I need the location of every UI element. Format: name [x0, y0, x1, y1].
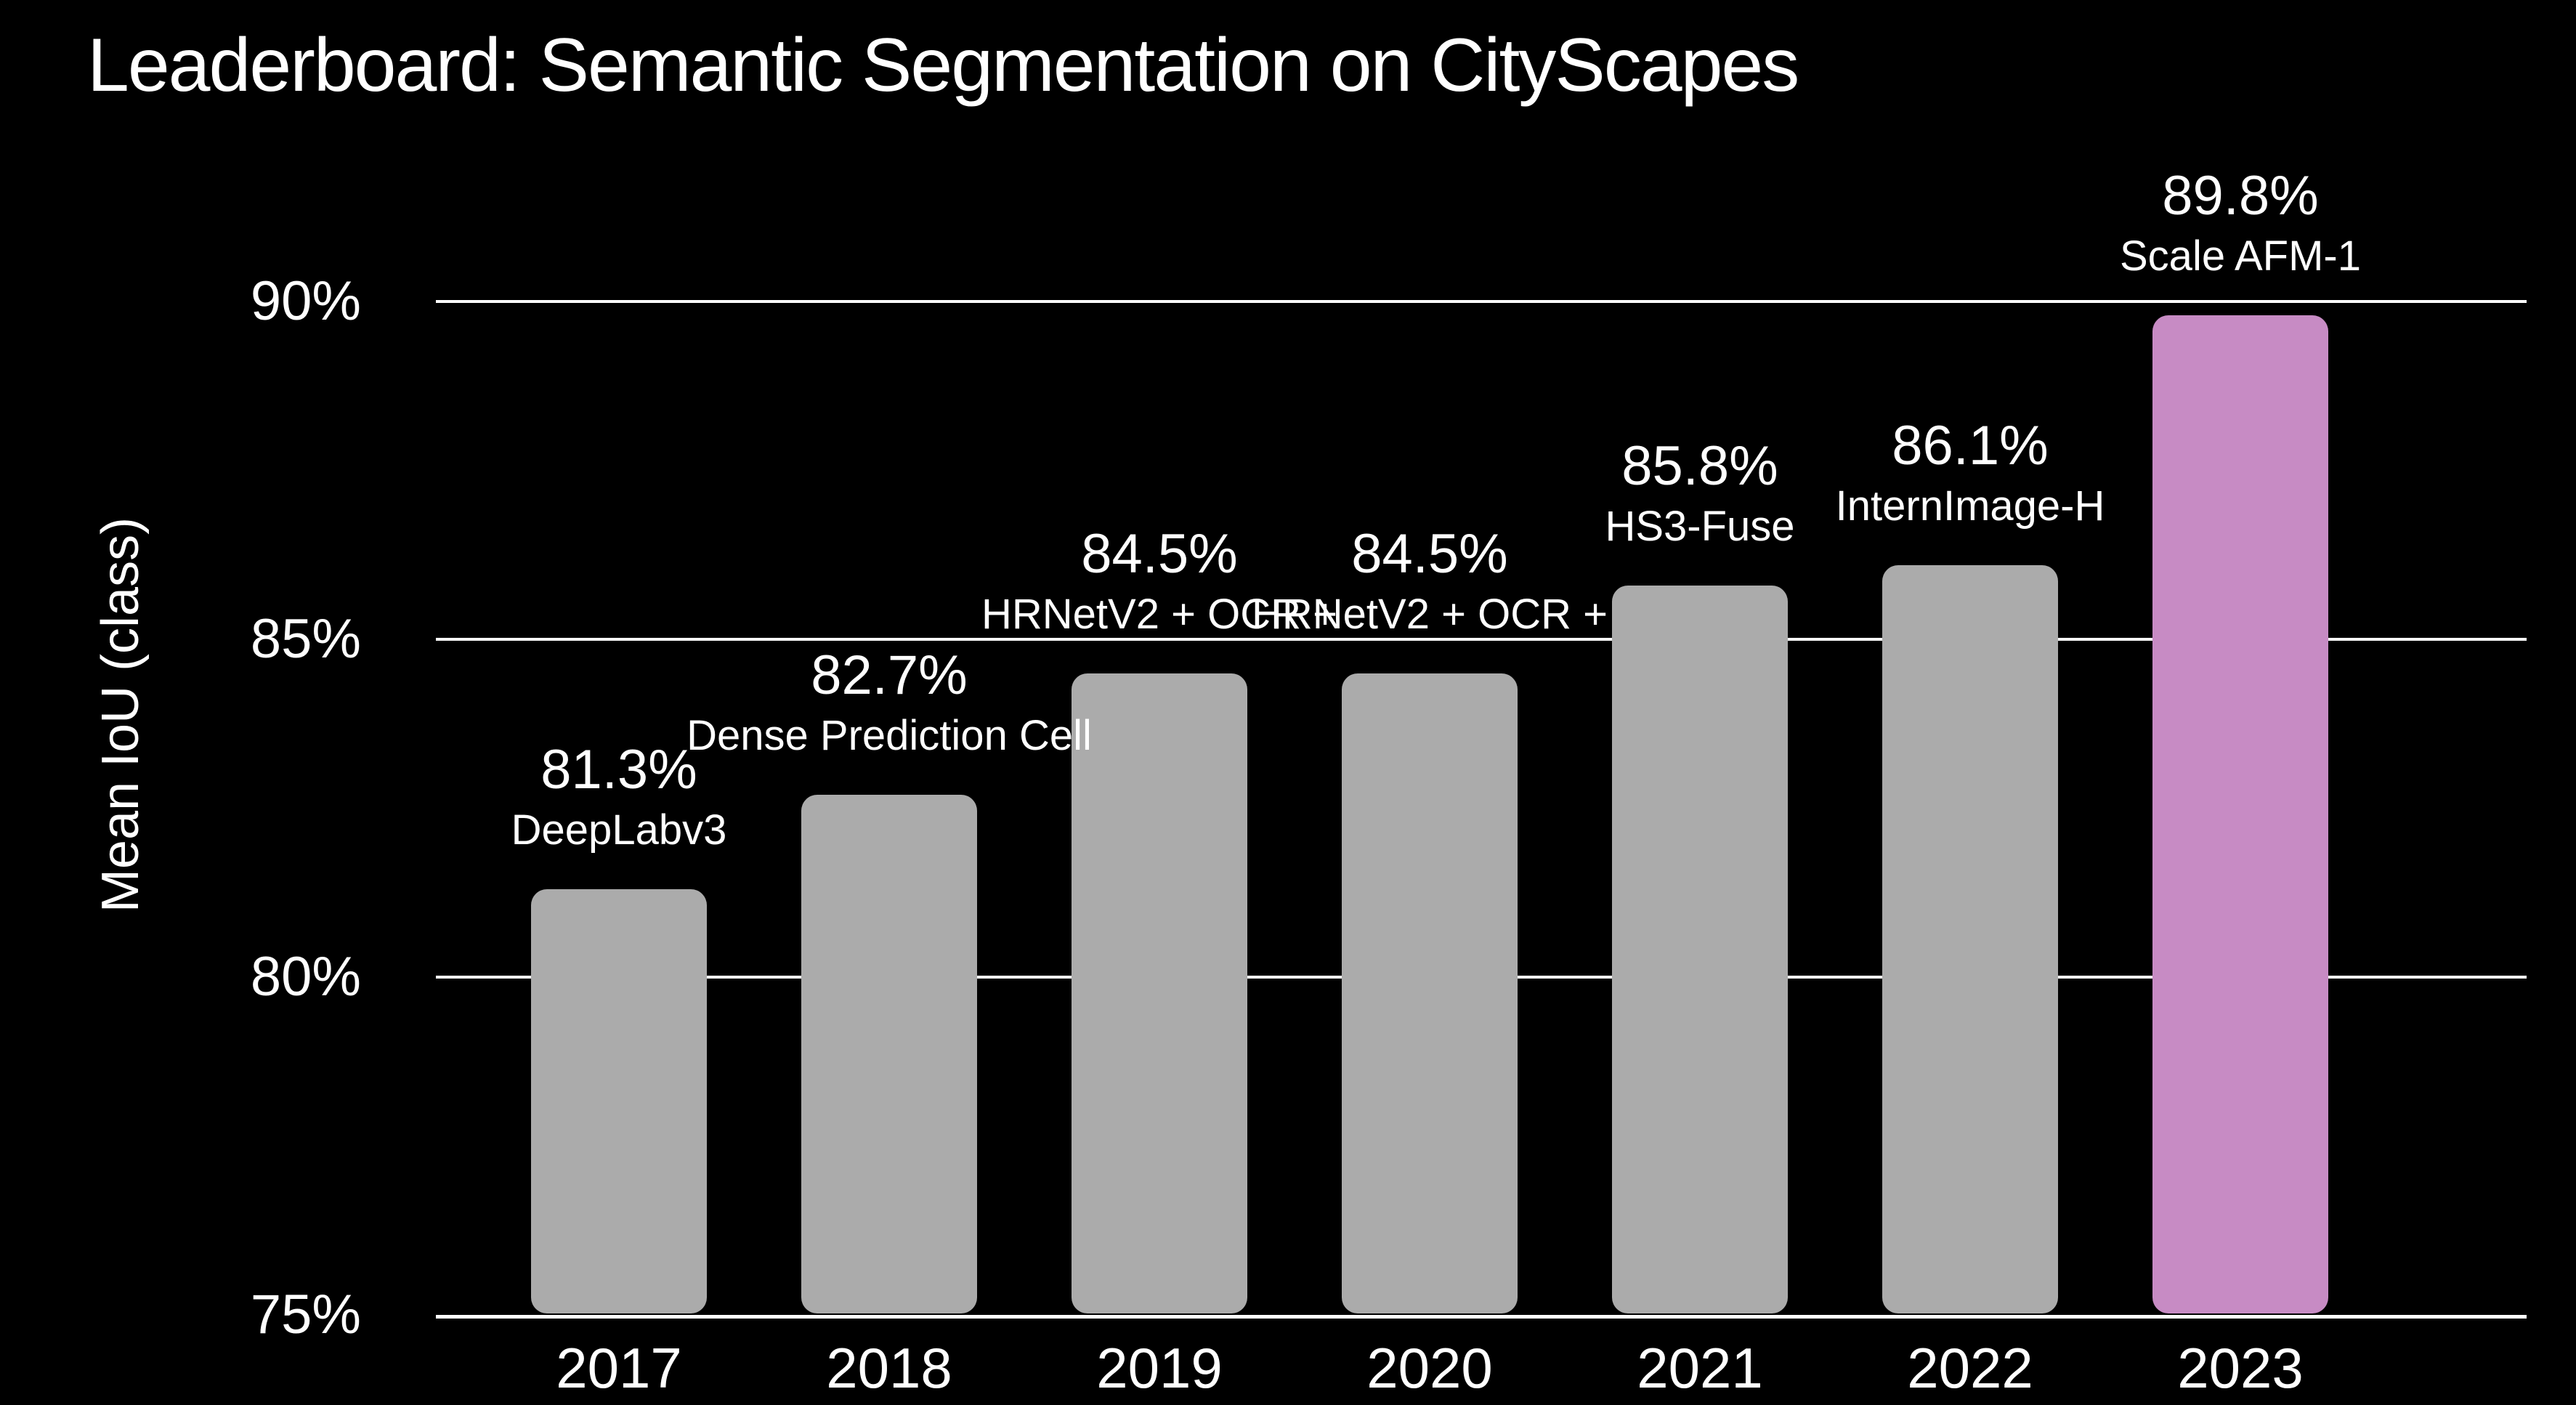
bar-model-label: HRNetV2 + OCR + — [981, 590, 1337, 638]
bar-value-label: 86.1% — [1892, 414, 2049, 477]
bar-2023 — [2152, 315, 2328, 1313]
y-tick-label: 80% — [250, 946, 361, 1008]
y-tick-label: 90% — [250, 270, 361, 332]
bar-2019 — [1072, 673, 1247, 1313]
bar-value-label: 81.3% — [540, 739, 697, 801]
bar-value-label: 85.8% — [1621, 434, 1778, 497]
y-tick-label: 85% — [250, 608, 361, 670]
x-tick-label: 2023 — [2177, 1336, 2304, 1400]
bar-2020 — [1342, 673, 1518, 1313]
bar-model-label: HS3-Fuse — [1605, 502, 1795, 550]
bar-value-label: 84.5% — [1351, 522, 1508, 585]
bar-2022 — [1882, 564, 2058, 1313]
bar-model-label: DeepLabv3 — [511, 806, 727, 854]
x-tick-label: 2022 — [1907, 1336, 2033, 1400]
bar-model-label: HRNetV2 + OCR + — [1252, 590, 1608, 638]
bar-model-label: Scale AFM-1 — [2120, 232, 2361, 280]
bar-2018 — [801, 794, 977, 1313]
bar-value-label: 84.5% — [1081, 522, 1238, 585]
gridline-90% — [436, 300, 2527, 303]
y-tick-label: 75% — [250, 1284, 361, 1345]
bar-value-label: 82.7% — [811, 644, 968, 706]
bar-2017 — [531, 889, 707, 1313]
gridline-85% — [436, 638, 2527, 641]
x-tick-label: 2019 — [1096, 1336, 1223, 1400]
bar-model-label: Dense Prediction Cell — [686, 711, 1092, 759]
x-tick-label: 2018 — [826, 1336, 952, 1400]
bar-model-label: InternImage-H — [1835, 482, 2105, 530]
x-tick-label: 2020 — [1366, 1336, 1493, 1400]
chart-title: Leaderboard: Semantic Segmentation on Ci… — [87, 23, 1799, 108]
bar-value-label: 89.8% — [2162, 164, 2319, 227]
x-tick-label: 2021 — [1637, 1336, 1763, 1400]
x-axis-line — [436, 1315, 2527, 1319]
bar-2021 — [1612, 585, 1788, 1313]
x-tick-label: 2017 — [556, 1336, 682, 1400]
